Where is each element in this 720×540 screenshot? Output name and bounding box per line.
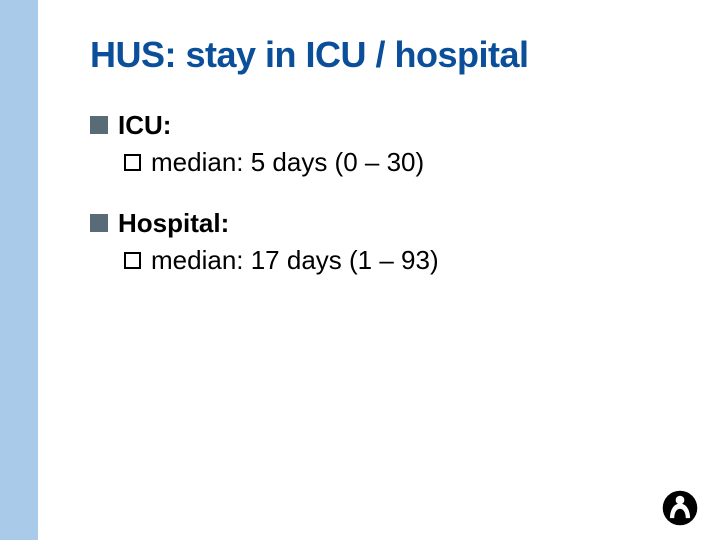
list-item: ICU: (90, 110, 680, 141)
side-stripe (0, 0, 38, 540)
list-item: Hospital: (90, 208, 680, 239)
list-detail: median: 5 days (0 – 30) (151, 147, 424, 178)
filled-square-bullet-icon (90, 116, 108, 134)
list-subitem: median: 5 days (0 – 30) (124, 147, 680, 178)
open-square-bullet-icon (124, 154, 141, 171)
footer-logo-icon (662, 490, 698, 526)
slide-content: HUS: stay in ICU / hospital ICU: median:… (90, 36, 680, 306)
filled-square-bullet-icon (90, 214, 108, 232)
list-heading: ICU: (118, 110, 171, 141)
list-heading: Hospital: (118, 208, 229, 239)
open-square-bullet-icon (124, 252, 141, 269)
list-detail: median: 17 days (1 – 93) (151, 245, 439, 276)
list-subitem: median: 17 days (1 – 93) (124, 245, 680, 276)
slide-title: HUS: stay in ICU / hospital (90, 36, 680, 74)
